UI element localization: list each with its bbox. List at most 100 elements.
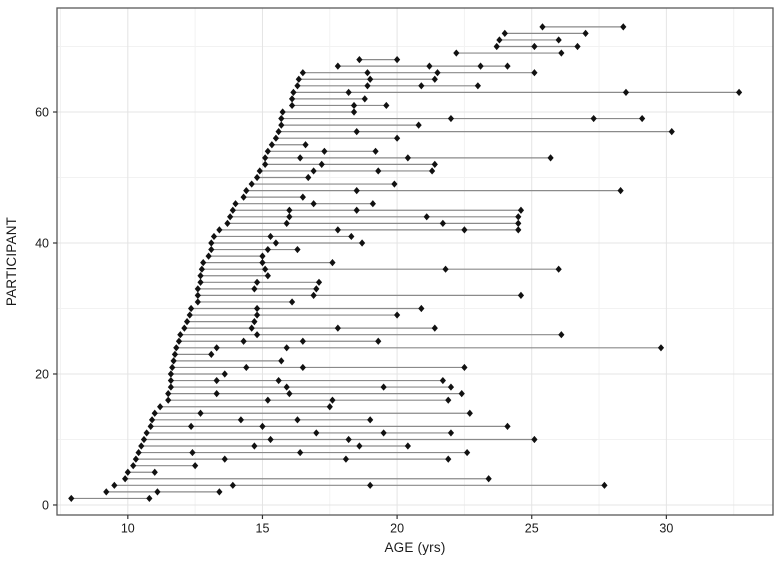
assessment-marker (132, 455, 139, 463)
assessment-marker (294, 416, 301, 424)
assessment-marker (555, 36, 562, 44)
assessment-marker (197, 409, 204, 417)
assessment-marker (232, 200, 239, 208)
participant-row (194, 298, 296, 306)
assessment-marker (267, 232, 274, 241)
participant-row (171, 350, 215, 358)
participant-row (147, 422, 511, 430)
assessment-marker (272, 134, 280, 142)
assessment-marker (531, 435, 538, 444)
assessment-marker (286, 213, 293, 221)
assessment-marker (208, 239, 215, 247)
assessment-marker (253, 311, 261, 319)
participant-row (279, 108, 358, 116)
participant-row (295, 75, 438, 83)
assessment-marker (445, 396, 452, 404)
participant-row (194, 291, 525, 299)
assessment-marker (213, 390, 220, 398)
assessment-marker (334, 226, 341, 234)
assessment-marker (372, 147, 379, 155)
participant-row (224, 219, 522, 227)
major-gridlines (57, 8, 773, 515)
assessment-marker (264, 272, 271, 280)
assessment-marker (262, 154, 269, 162)
assessment-marker (143, 429, 150, 437)
assessment-marker (213, 376, 220, 385)
assessment-marker (278, 114, 285, 123)
assessment-marker (439, 219, 446, 227)
assessment-marker (531, 69, 538, 77)
x-tick-label: 25 (525, 522, 539, 536)
assessment-marker (253, 278, 261, 286)
assessment-marker (259, 422, 266, 430)
assessment-marker (477, 62, 484, 70)
x-tick-label: 20 (390, 522, 404, 536)
assessment-marker (253, 173, 261, 182)
assessment-marker (447, 429, 455, 437)
assessment-marker (474, 82, 481, 90)
assessment-marker (183, 317, 191, 326)
assessment-marker (248, 324, 255, 332)
assessment-marker (167, 370, 175, 378)
assessment-marker (151, 409, 158, 417)
assessment-marker (431, 160, 438, 169)
participant-row (299, 69, 538, 77)
assessment-marker (558, 331, 565, 339)
assessment-marker (617, 187, 624, 195)
assessment-marker (208, 245, 215, 254)
participant-row (253, 173, 312, 182)
participant-row (229, 206, 525, 214)
participant-row (496, 36, 562, 44)
assessment-marker (267, 435, 274, 444)
participant-row (240, 193, 306, 201)
assessment-marker (216, 226, 223, 234)
participant-row (539, 23, 627, 31)
participant-row (165, 396, 452, 404)
assessment-marker (295, 75, 302, 83)
participant-row (177, 331, 565, 339)
assessment-marker (268, 141, 275, 149)
assessment-marker (361, 95, 368, 103)
participant-row (187, 304, 425, 313)
assessment-marker (264, 147, 271, 155)
participant-row (183, 317, 258, 326)
assessment-marker (380, 383, 387, 391)
assessment-marker (264, 396, 271, 404)
participant-rows (68, 23, 743, 503)
assessment-marker (329, 259, 336, 267)
assessment-marker (539, 23, 546, 31)
assessment-marker (356, 442, 363, 450)
participant-row (278, 114, 646, 123)
participant-row (111, 481, 608, 489)
assessment-marker (286, 206, 293, 214)
assessment-marker (248, 180, 255, 188)
assessment-marker (138, 442, 145, 450)
assessment-marker (288, 101, 296, 110)
assessment-marker (290, 88, 297, 96)
participant-row (140, 435, 538, 444)
assessment-marker (369, 200, 376, 208)
assessment-marker (299, 193, 306, 201)
assessment-marker (383, 101, 390, 110)
assessment-marker (445, 455, 452, 463)
assessment-marker (197, 278, 204, 286)
assessment-marker (353, 187, 360, 195)
x-tick-labels: 10 15 20 25 30 (121, 522, 674, 536)
assessment-marker (431, 75, 438, 83)
assessment-marker (283, 344, 290, 352)
assessment-marker (192, 462, 199, 470)
assessment-marker (224, 219, 231, 227)
assessment-marker (620, 23, 627, 31)
assessment-marker (501, 29, 508, 38)
assessment-marker (310, 167, 317, 175)
assessment-marker (262, 265, 269, 273)
assessment-marker (439, 376, 446, 385)
assessment-marker (251, 442, 258, 450)
participant-row (248, 180, 398, 188)
y-tick-label: 40 (35, 236, 49, 250)
x-tick-label: 10 (121, 522, 135, 536)
assessment-marker (434, 69, 441, 77)
participant-row (275, 128, 675, 136)
assessment-marker (426, 62, 433, 70)
